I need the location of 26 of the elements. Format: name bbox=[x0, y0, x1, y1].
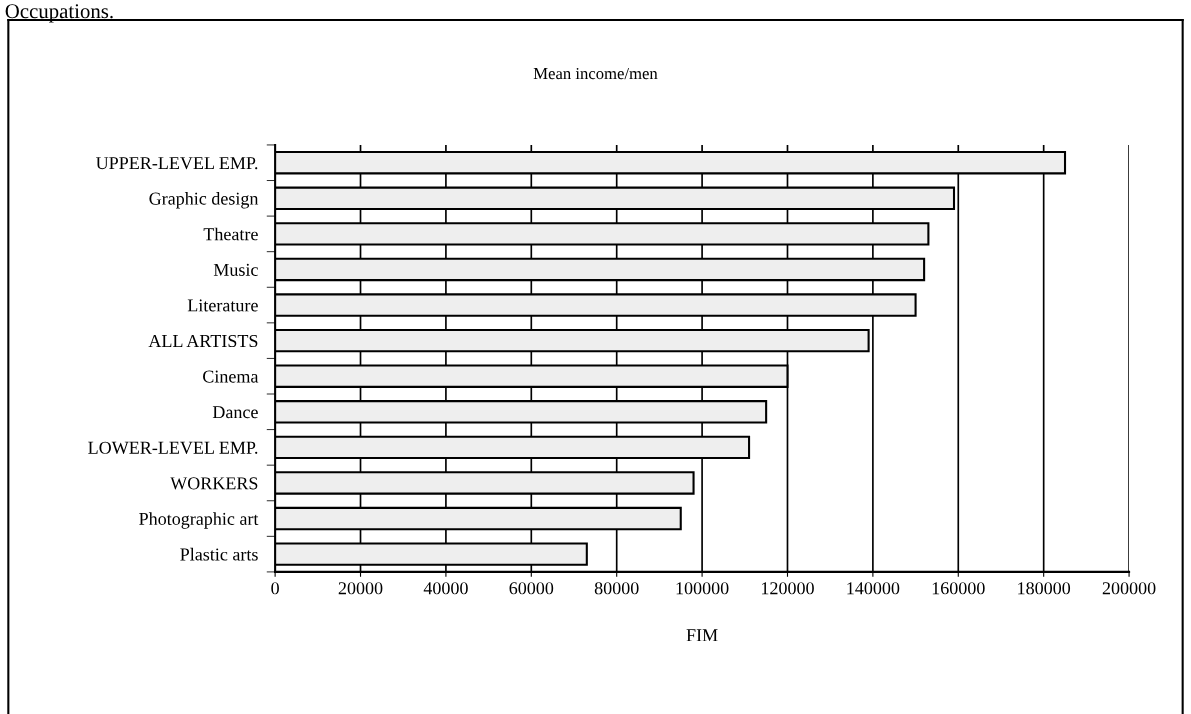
x-tick-label: 40000 bbox=[423, 582, 468, 595]
y-tick-label: Graphic design bbox=[149, 192, 259, 209]
y-tick-label: Dance bbox=[212, 406, 258, 419]
y-tick-label: Music bbox=[213, 263, 258, 276]
y-tick-label: ALL ARTISTS bbox=[148, 334, 258, 348]
y-tick-label: Plastic arts bbox=[180, 547, 258, 561]
x-tick-label: 0 bbox=[271, 582, 279, 595]
x-tick-label: 200000 bbox=[1102, 582, 1156, 595]
x-tick-label: 140000 bbox=[847, 582, 900, 595]
y-tick-label: Cinema bbox=[203, 370, 259, 383]
chart-title: Mean income/men bbox=[533, 67, 658, 80]
x-tick-label: 160000 bbox=[932, 582, 985, 595]
x-tick-label: 100000 bbox=[676, 582, 729, 595]
x-tick-label: 60000 bbox=[509, 582, 554, 595]
x-tick-label: 180000 bbox=[1018, 582, 1071, 595]
y-tick-label: Photographic art bbox=[139, 512, 259, 529]
y-tick-label: UPPER-LEVEL EMP. bbox=[96, 157, 258, 170]
y-tick-label: LOWER-LEVEL EMP. bbox=[88, 441, 258, 454]
x-tick-label: 80000 bbox=[594, 582, 639, 595]
text: Occupations. bbox=[5, 4, 113, 23]
y-tick-label: Literature bbox=[187, 299, 258, 312]
x-tick-label: 120000 bbox=[761, 582, 814, 595]
y-tick-label: WORKERS bbox=[170, 477, 258, 490]
x-axis-title: FIM bbox=[686, 629, 718, 642]
y-tick-label: Theatre bbox=[203, 227, 258, 241]
x-tick-label: 20000 bbox=[338, 582, 383, 595]
